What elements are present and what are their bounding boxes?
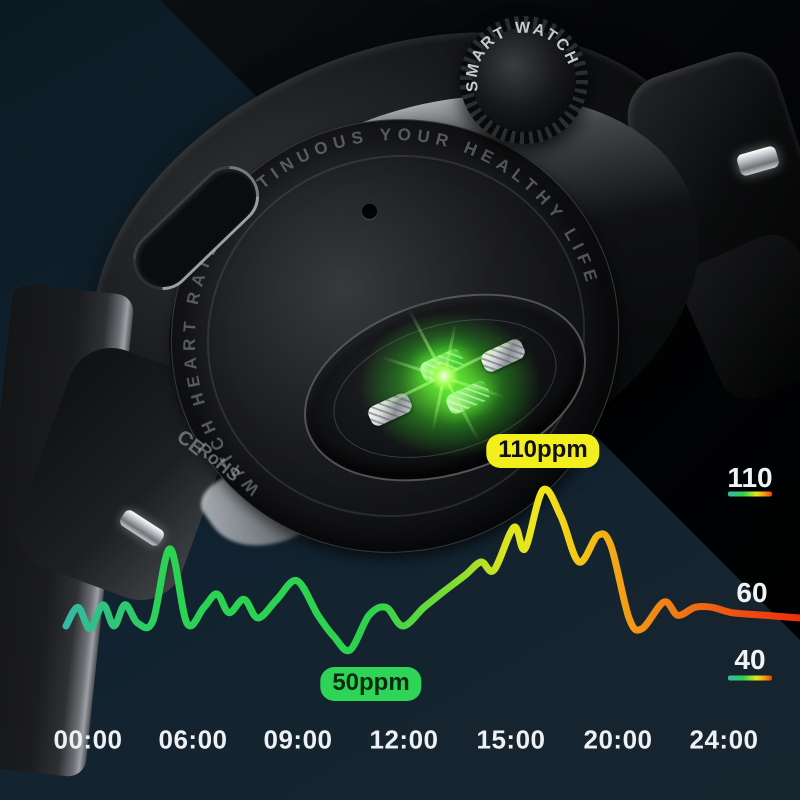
x-tick-06:00: 06:00	[158, 724, 228, 755]
crown-face	[472, 28, 576, 132]
x-tick-20:00: 20:00	[583, 724, 653, 755]
y-gradient-bar-110	[728, 491, 772, 497]
x-tick-24:00: 24:00	[689, 724, 759, 755]
x-tick-09:00: 09:00	[263, 724, 333, 755]
x-tick-15:00: 15:00	[476, 724, 546, 755]
annotation-50ppm: 50ppm	[320, 667, 422, 701]
y-gradient-bar-40	[728, 675, 772, 681]
y-label-60: 60	[736, 577, 768, 608]
sensor-led-core	[429, 361, 459, 391]
heart-rate-line	[62, 485, 800, 655]
x-tick-00:00: 00:00	[53, 724, 123, 755]
y-label-40: 40	[734, 644, 766, 675]
x-tick-12:00: 12:00	[369, 724, 439, 755]
annotation-110ppm: 110ppm	[486, 434, 600, 468]
mic-hole	[362, 204, 377, 219]
y-label-110: 110	[727, 462, 773, 493]
